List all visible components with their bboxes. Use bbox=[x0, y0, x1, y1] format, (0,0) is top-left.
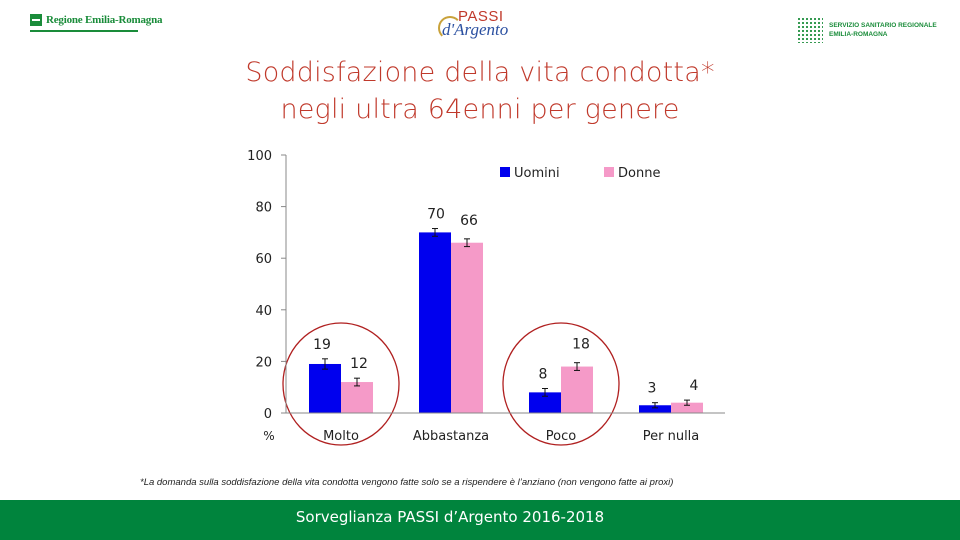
value-label-uomini-molto: 19 bbox=[313, 337, 331, 353]
bar-donne-molto bbox=[341, 382, 373, 413]
y-tick-label: 40 bbox=[255, 304, 272, 319]
bar-donne-poco bbox=[561, 366, 593, 413]
swirl-icon bbox=[438, 16, 462, 40]
highlight-circle-poco bbox=[502, 322, 620, 446]
y-tick-label: 0 bbox=[264, 407, 272, 422]
ssr-logo-line2: EMILIA-ROMAGNA bbox=[829, 31, 888, 38]
bar-uomini-per-nulla bbox=[639, 405, 671, 413]
footer-bar: Sorveglianza PASSI d’Argento 2016-2018 bbox=[0, 500, 960, 540]
category-label-molto: Molto bbox=[323, 429, 359, 444]
value-label-donne-molto: 12 bbox=[350, 356, 368, 372]
y-tick-label: 80 bbox=[255, 201, 272, 216]
argento-logo-text: d'Argento bbox=[442, 20, 509, 39]
ssr-logo-line1: SERVIZIO SANITARIO REGIONALE bbox=[829, 22, 937, 29]
category-label-abbastanza: Abbastanza bbox=[413, 429, 489, 444]
value-label-donne-per-nulla: 4 bbox=[690, 378, 699, 394]
title-line1: Soddisfazione della vita condotta* bbox=[245, 57, 715, 88]
y-tick-label: 100 bbox=[247, 149, 272, 164]
y-axis-label: % bbox=[263, 429, 274, 443]
value-label-donne-abbastanza: 66 bbox=[460, 213, 478, 229]
bar-donne-abbastanza bbox=[451, 242, 483, 413]
y-tick-label: 60 bbox=[255, 252, 272, 267]
y-tick-label: 20 bbox=[255, 355, 272, 370]
ssr-grid-icon bbox=[797, 17, 823, 43]
footnote: *La domanda sulla soddisfazione della vi… bbox=[140, 477, 674, 488]
legend-label-uomini: Uomini bbox=[514, 166, 560, 181]
bar-uomini-poco bbox=[529, 392, 561, 413]
passi-argento-logo: PASSI d'Argento bbox=[438, 8, 518, 48]
highlight-circle-molto bbox=[282, 322, 400, 446]
bar-uomini-molto bbox=[309, 363, 341, 413]
bar-donne-per-nulla bbox=[671, 402, 703, 413]
page-title: Soddisfazione della vita condotta* negli… bbox=[180, 54, 780, 128]
value-label-donne-poco: 18 bbox=[572, 337, 590, 353]
regione-mark-icon bbox=[30, 14, 42, 26]
ssr-logo: SERVIZIO SANITARIO REGIONALE EMILIA-ROMA… bbox=[797, 17, 937, 43]
category-label-poco: Poco bbox=[546, 429, 576, 444]
value-label-uomini-poco: 8 bbox=[539, 366, 548, 382]
legend-swatch-uomini bbox=[500, 167, 510, 177]
regione-logo-text: Regione Emilia-Romagna bbox=[46, 14, 163, 26]
regione-logo-underline bbox=[30, 30, 138, 32]
regione-logo: Regione Emilia-Romagna bbox=[30, 14, 163, 32]
legend-label-donne: Donne bbox=[618, 166, 660, 181]
category-label-per-nulla: Per nulla bbox=[643, 429, 700, 444]
title-line2: negli ultra 64enni per genere bbox=[280, 94, 680, 125]
value-label-uomini-per-nulla: 3 bbox=[648, 381, 657, 397]
bar-chart: 0 20 40 60 80 100% 19 12 Molto 70 66 Abbastanza 8 18 P… bbox=[247, 149, 725, 446]
legend-swatch-donne bbox=[604, 167, 614, 177]
passi-logo-text: PASSI bbox=[458, 8, 504, 25]
value-label-uomini-abbastanza: 70 bbox=[427, 207, 445, 223]
bar-uomini-abbastanza bbox=[419, 232, 451, 413]
footer-text: Sorveglianza PASSI d’Argento 2016-2018 bbox=[295, 508, 605, 526]
